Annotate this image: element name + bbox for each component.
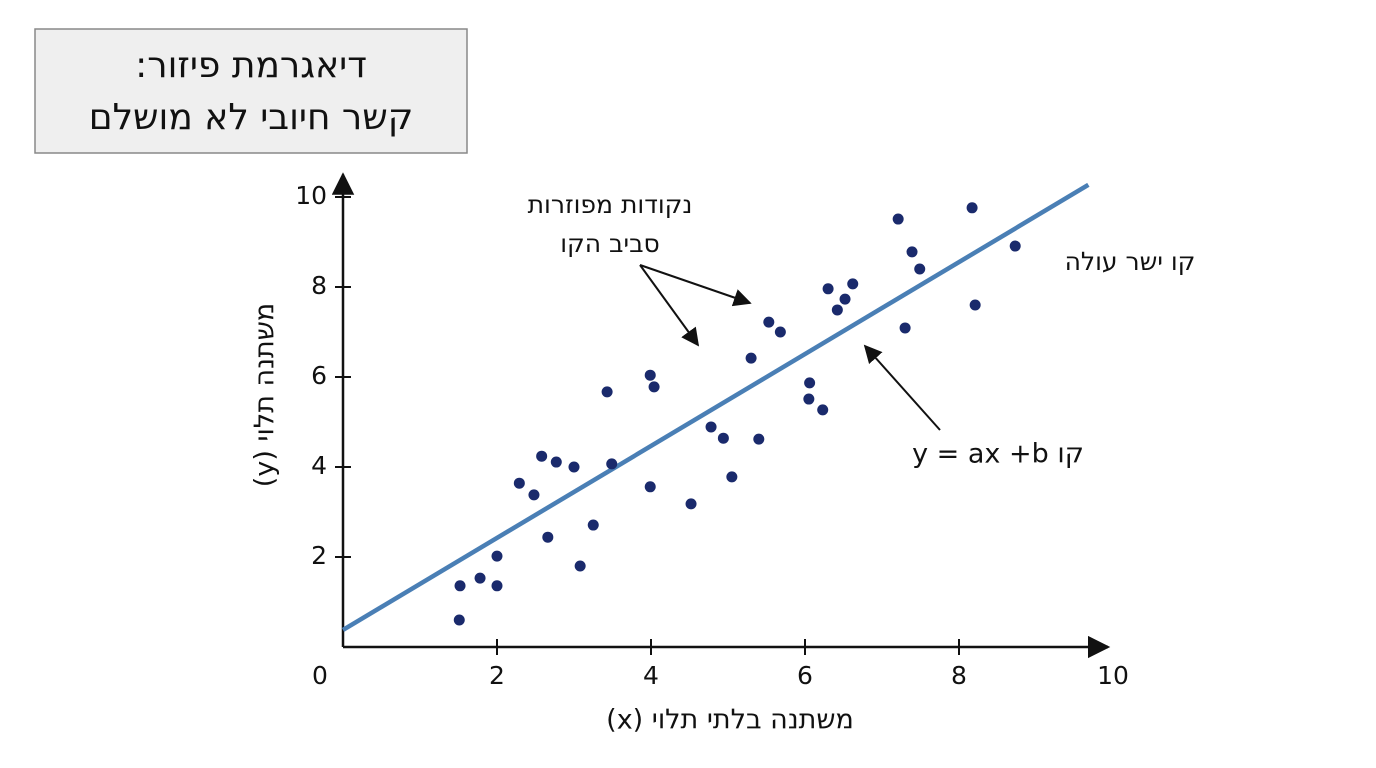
data-point xyxy=(803,393,815,405)
data-point xyxy=(753,433,765,445)
trend-line xyxy=(341,182,1090,632)
data-point xyxy=(839,293,851,305)
x-tick-label: 4 xyxy=(643,661,659,690)
data-point xyxy=(454,580,466,592)
data-point xyxy=(899,322,911,334)
data-point xyxy=(817,404,829,416)
y-axis-label: משתנה תלוי (y) xyxy=(250,303,281,487)
data-point xyxy=(685,498,697,510)
annotation-arrow xyxy=(639,264,752,307)
data-point xyxy=(574,560,586,572)
data-point xyxy=(542,531,554,543)
data-point xyxy=(453,614,465,626)
data-point xyxy=(726,471,738,483)
data-point xyxy=(831,304,843,316)
data-point xyxy=(601,386,613,398)
data-point xyxy=(491,550,503,562)
data-point xyxy=(648,381,660,393)
chart-title: דיאגרמת פיזור: xyxy=(135,45,367,86)
data-point xyxy=(513,477,525,489)
annotation: קו ישר עולה xyxy=(1065,247,1196,276)
x-tick-label: 8 xyxy=(951,661,967,690)
x-tick-label: 2 xyxy=(489,661,505,690)
annotation: קו y = ax +b xyxy=(912,439,1084,470)
data-point xyxy=(847,278,859,290)
x-axis-label: משתנה בלתי תלוי (x) xyxy=(606,705,854,736)
x-tick-label: 0 xyxy=(312,661,328,690)
data-point xyxy=(644,369,656,381)
annotation: נקודות מפוזרות xyxy=(528,190,693,219)
data-point xyxy=(1009,240,1021,252)
data-point xyxy=(763,316,775,328)
y-tick-label: 6 xyxy=(311,361,327,390)
data-point xyxy=(906,246,918,258)
data-point xyxy=(774,326,786,338)
data-point xyxy=(892,213,904,225)
data-point xyxy=(804,377,816,389)
data-point xyxy=(717,432,729,444)
data-point xyxy=(644,481,656,493)
y-tick-label: 2 xyxy=(311,541,327,570)
y-tick-label: 8 xyxy=(311,271,327,300)
data-point xyxy=(705,421,717,433)
x-tick-label: 10 xyxy=(1097,661,1129,690)
data-point xyxy=(969,299,981,311)
data-point xyxy=(528,489,540,501)
data-point xyxy=(568,461,580,473)
data-point xyxy=(587,519,599,531)
y-tick-label: 10 xyxy=(295,181,327,210)
chart-title: קשר חיובי לא מושלם xyxy=(89,97,414,138)
annotation-arrow xyxy=(863,344,941,431)
data-point xyxy=(606,458,618,470)
annotation: סביב הקו xyxy=(560,229,660,258)
x-tick-label: 6 xyxy=(797,661,813,690)
data-point xyxy=(745,352,757,364)
data-point xyxy=(914,263,926,275)
y-tick-label: 4 xyxy=(311,451,327,480)
data-point xyxy=(550,456,562,468)
data-point xyxy=(536,450,548,462)
data-point xyxy=(474,572,486,584)
data-point xyxy=(491,580,503,592)
data-point xyxy=(966,202,978,214)
title-box xyxy=(34,28,468,154)
annotation-arrow xyxy=(639,264,700,347)
data-point xyxy=(822,283,834,295)
